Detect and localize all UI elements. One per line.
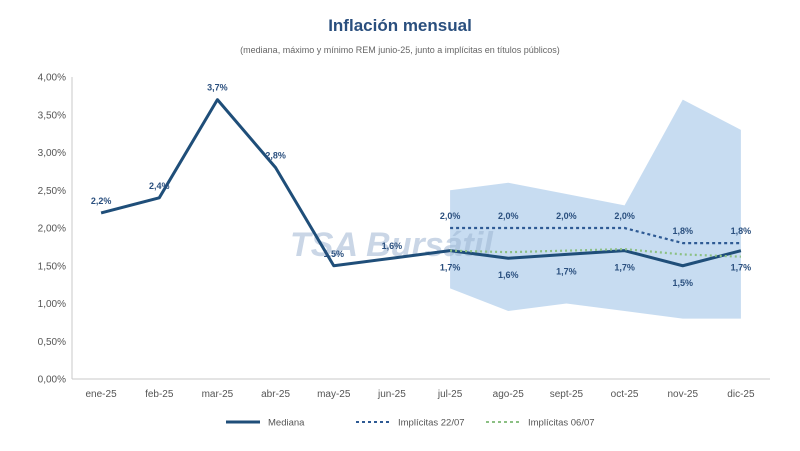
y-tick-label: 3,50% bbox=[38, 110, 66, 121]
y-tick-label: 0,00% bbox=[38, 375, 66, 386]
x-tick-label: oct-25 bbox=[611, 389, 639, 400]
x-tick-label: jun-25 bbox=[377, 389, 406, 400]
x-tick-label: ago-25 bbox=[493, 389, 525, 400]
legend-label: Mediana bbox=[268, 418, 305, 429]
y-tick-label: 2,00% bbox=[38, 224, 66, 235]
x-tick-label: dic-25 bbox=[727, 389, 755, 400]
data-label: 1,7% bbox=[731, 263, 752, 273]
chart-title: Inflación mensual bbox=[328, 16, 472, 35]
data-label: 2,2% bbox=[91, 196, 112, 206]
data-label: 2,4% bbox=[149, 181, 170, 191]
data-label: 2,0% bbox=[440, 211, 461, 221]
x-tick-label: may-25 bbox=[317, 389, 351, 400]
y-tick-label: 1,00% bbox=[38, 299, 66, 310]
x-tick-label: sept-25 bbox=[550, 389, 584, 400]
x-tick-label: feb-25 bbox=[145, 389, 174, 400]
y-tick-label: 1,50% bbox=[38, 261, 66, 272]
data-label: 3,7% bbox=[207, 83, 228, 93]
data-label: 1,7% bbox=[440, 263, 461, 273]
x-tick-label: ene-25 bbox=[86, 389, 118, 400]
series-line-mediana bbox=[100, 98, 742, 268]
x-tick-label: nov-25 bbox=[667, 389, 698, 400]
data-label: 1,7% bbox=[556, 266, 577, 276]
x-tick-label: abr-25 bbox=[261, 389, 290, 400]
data-label: 1,8% bbox=[672, 226, 693, 236]
data-label: 1,5% bbox=[323, 249, 344, 259]
data-label: 1,6% bbox=[498, 270, 519, 280]
data-label: 2,8% bbox=[265, 151, 286, 161]
rem-range-band bbox=[450, 99, 741, 319]
legend-label: Implícitas 06/07 bbox=[528, 418, 595, 429]
legend-label: Implícitas 22/07 bbox=[398, 418, 465, 429]
series-line-implicitas-06-07 bbox=[450, 248, 741, 258]
y-tick-label: 0,50% bbox=[38, 337, 66, 348]
data-label: 2,0% bbox=[498, 211, 519, 221]
data-label: 2,0% bbox=[614, 211, 635, 221]
chart-subtitle: (mediana, máximo y mínimo REM junio-25, … bbox=[240, 45, 560, 55]
data-label: 2,0% bbox=[556, 211, 577, 221]
data-label: 1,5% bbox=[672, 278, 693, 288]
y-tick-label: 2,50% bbox=[38, 186, 66, 197]
data-label: 1,7% bbox=[614, 263, 635, 273]
data-label: 1,8% bbox=[731, 226, 752, 236]
x-tick-label: jul-25 bbox=[437, 389, 463, 400]
series-line-implicitas-22-07 bbox=[450, 226, 741, 245]
x-tick-label: mar-25 bbox=[202, 389, 234, 400]
y-tick-label: 4,00% bbox=[38, 73, 66, 84]
y-tick-label: 3,00% bbox=[38, 148, 66, 159]
data-label: 1,6% bbox=[382, 241, 403, 251]
